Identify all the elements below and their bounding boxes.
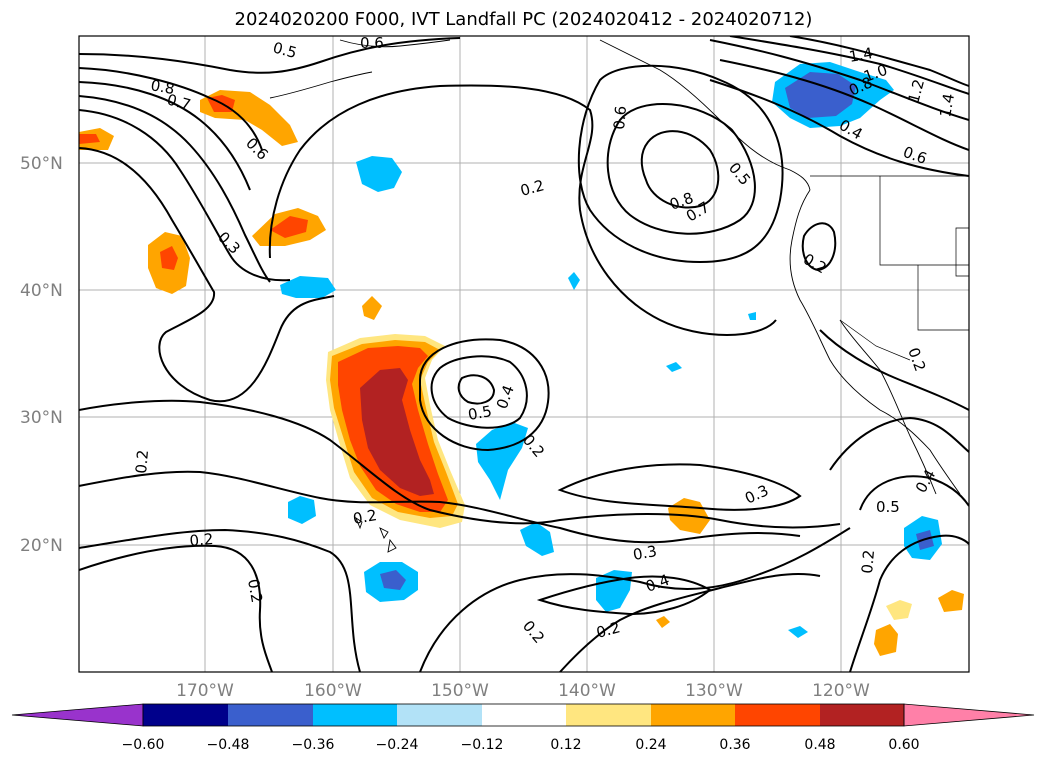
contour-label: 0.3: [632, 542, 659, 564]
contour-label: 0.6: [360, 34, 384, 52]
contour-label: 0.2: [352, 506, 379, 528]
contour-label: 0.2: [244, 578, 266, 605]
contour-label: 1.4: [848, 44, 875, 66]
colorbar-tick-label: −0.36: [292, 737, 335, 753]
contour-label: 0.6: [610, 105, 630, 130]
colorbar-tick-label: 0.36: [719, 737, 750, 753]
colorbar-bin: [482, 704, 566, 726]
colorbar-tick-label: −0.24: [376, 737, 419, 753]
colorbar: −0.60 −0.48 −0.36 −0.24 −0.12 0.12 0.24 …: [11, 703, 1035, 753]
borders: [810, 175, 969, 361]
map-title: 2024020200 F000, IVT Landfall PC (202402…: [234, 9, 813, 30]
contour-label: 0.5: [467, 402, 494, 424]
colorbar-tick-label: −0.48: [207, 737, 250, 753]
contour-label: 0.2: [132, 449, 152, 474]
lon-label: 140°W: [558, 681, 616, 701]
colorbar-bin: [228, 704, 313, 726]
contour-label: 0.2: [594, 618, 622, 642]
lat-label: 20°N: [20, 536, 63, 556]
colorbar-bin: [566, 704, 651, 726]
colorbar-tick-label: −0.12: [461, 737, 504, 753]
colorbar-bin: [735, 704, 820, 726]
colorbar-tick-label: 0.48: [804, 737, 835, 753]
lat-label: 40°N: [20, 281, 63, 301]
lon-label: 150°W: [431, 681, 489, 701]
colorbar-bin: [397, 704, 482, 726]
lon-label: 120°W: [812, 681, 870, 701]
contour-label: 0.7: [165, 90, 193, 114]
contour-label: 0.8: [149, 76, 176, 98]
ivt-pc-fill: [79, 62, 964, 656]
colorbar-tick-label: 0.60: [888, 737, 919, 753]
colorbar-bin: [143, 704, 228, 726]
coastlines: [269, 39, 961, 553]
ivt-contours: [79, 36, 969, 672]
lat-label: 30°N: [20, 408, 63, 428]
lon-label: 170°W: [176, 681, 234, 701]
colorbar-tick-label: 0.12: [550, 737, 581, 753]
map-panel: [79, 36, 969, 672]
lon-label: 130°W: [685, 681, 743, 701]
colorbar-extend-high: [903, 703, 1035, 727]
colorbar-outline: [142, 703, 905, 727]
contour-label: 1.2: [904, 77, 928, 105]
contour-label: 0.2: [518, 176, 546, 200]
colorbar-bin: [820, 704, 904, 726]
contour-label: 0.2: [189, 530, 214, 550]
map-frame: [78, 35, 970, 673]
colorbar-extend-low: [11, 703, 144, 727]
colorbar-tick-label: −0.60: [122, 737, 165, 753]
contour-label: 0.5: [271, 38, 299, 62]
contour-label: 1.4: [936, 92, 958, 119]
colorbar-bin: [313, 704, 397, 726]
contour-label: 0.2: [858, 549, 878, 574]
lon-label: 160°W: [304, 681, 362, 701]
lat-label: 50°N: [20, 154, 63, 174]
colorbar-bin: [651, 704, 735, 726]
contour-label: 0.5: [876, 498, 900, 516]
colorbar-tick-label: 0.24: [635, 737, 666, 753]
